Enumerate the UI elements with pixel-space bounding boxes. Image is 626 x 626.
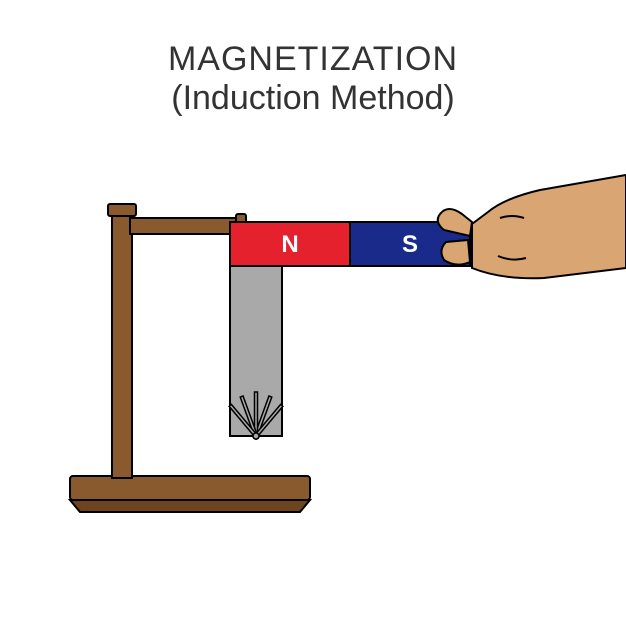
stand-clamp-arm xyxy=(130,218,238,234)
hand xyxy=(438,175,626,278)
bar-magnet: N S xyxy=(230,222,470,266)
stand-base-front xyxy=(70,500,310,512)
stand-pole-cap xyxy=(108,204,136,216)
diagram-stage: N S xyxy=(0,0,626,626)
magnet-south-label: S xyxy=(402,231,418,258)
magnet-north-label: N xyxy=(281,231,298,258)
stand-base xyxy=(70,476,310,500)
stand-pole xyxy=(112,212,132,478)
forearm xyxy=(472,175,626,278)
finger-1 xyxy=(441,240,470,265)
